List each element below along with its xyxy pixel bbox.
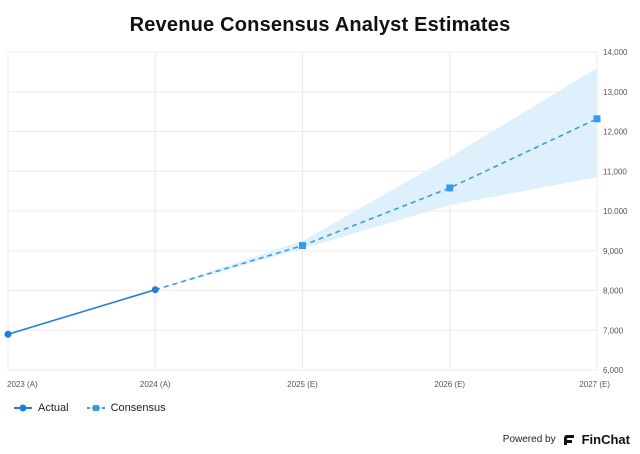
chart-title: Revenue Consensus Analyst Estimates bbox=[129, 14, 511, 36]
finchat-logo-icon bbox=[563, 434, 574, 445]
x-tick-label: 2024 (A) bbox=[140, 380, 171, 389]
y-tick-label: 11,000 bbox=[603, 167, 627, 176]
legend-item-consensus[interactable]: Consensus bbox=[86, 402, 166, 414]
x-tick-label: 2026 (E) bbox=[434, 380, 465, 389]
point-consensus bbox=[299, 242, 306, 250]
y-tick-label: 7,000 bbox=[603, 326, 624, 335]
x-tick-label: 2025 (E) bbox=[287, 380, 318, 389]
estimate-range-band bbox=[155, 67, 597, 290]
series-markers bbox=[4, 115, 601, 338]
legend: Actual Consensus bbox=[14, 402, 166, 414]
point-consensus bbox=[593, 115, 601, 123]
legend-actual-label: Actual bbox=[38, 402, 69, 414]
point-actual bbox=[151, 286, 159, 294]
series-line-actual bbox=[7, 288, 156, 335]
point-consensus bbox=[446, 184, 454, 192]
powered-by-footer: Powered by FinChat bbox=[503, 432, 630, 447]
x-tick-label: 2027 (E) bbox=[579, 380, 610, 389]
y-tick-label: 6,000 bbox=[603, 366, 624, 375]
x-tick-label: 2023 (A) bbox=[7, 380, 38, 389]
series-lines bbox=[7, 118, 598, 335]
legend-consensus-label: Consensus bbox=[110, 402, 166, 414]
legend-consensus-swatch-icon bbox=[86, 405, 105, 411]
y-axis-ticks: 6,000 7,000 8,000 9,000 10,000 11,000 12,000 13… bbox=[603, 48, 628, 375]
y-tick-label: 9,000 bbox=[603, 247, 624, 256]
point-actual bbox=[4, 330, 12, 338]
y-tick-label: 14,000 bbox=[603, 48, 628, 57]
brand-name: FinChat bbox=[581, 432, 630, 447]
legend-actual-swatch-icon bbox=[14, 404, 32, 412]
y-tick-label: 10,000 bbox=[603, 207, 628, 216]
y-tick-label: 12,000 bbox=[603, 128, 628, 137]
y-tick-label: 13,000 bbox=[603, 88, 628, 97]
x-axis-ticks: 2023 (A) 2024 (A) 2025 (E) 2026 (E) 2027 (E) bbox=[7, 380, 610, 389]
series-line-consensus bbox=[155, 118, 598, 291]
legend-item-actual[interactable]: Actual bbox=[14, 402, 69, 414]
grid-lines bbox=[7, 51, 598, 371]
powered-by-text: Powered by bbox=[502, 434, 556, 445]
y-tick-label: 8,000 bbox=[603, 287, 624, 296]
estimate-range-area bbox=[155, 67, 597, 290]
